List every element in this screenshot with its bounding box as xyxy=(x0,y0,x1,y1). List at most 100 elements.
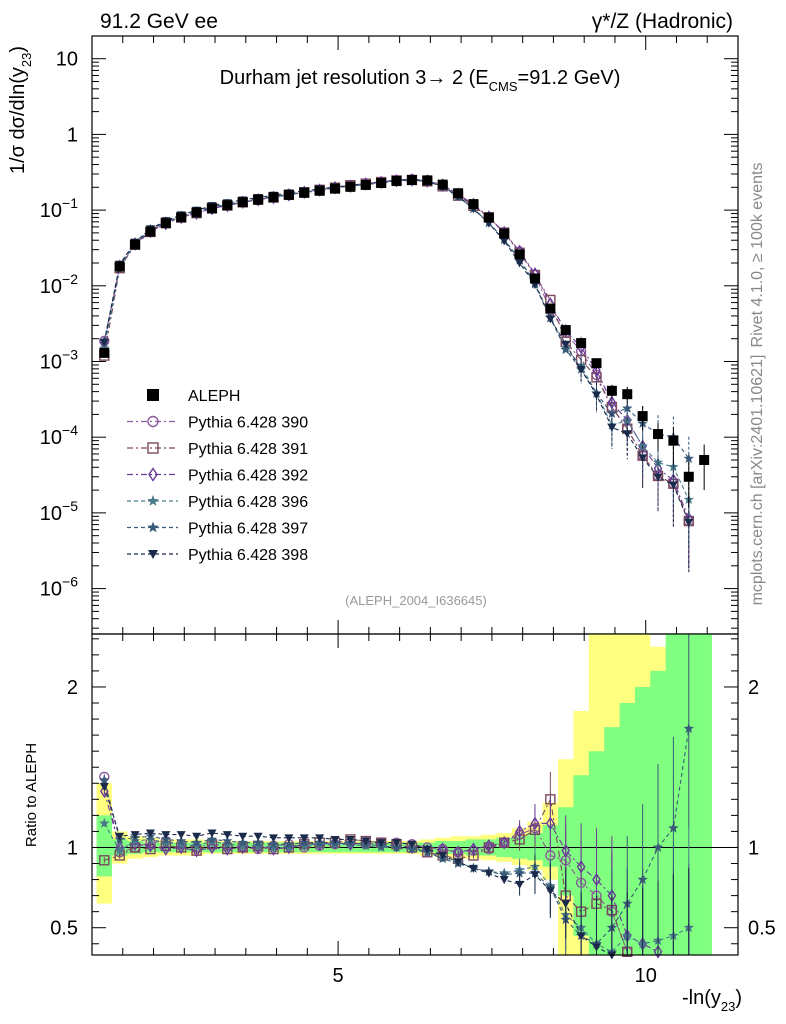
data-point xyxy=(222,200,233,211)
ratio-point xyxy=(668,822,679,833)
mc-point xyxy=(684,518,694,527)
y-tick-label: 10−6 xyxy=(40,574,78,601)
data-point xyxy=(99,347,110,358)
ratio-point xyxy=(591,943,601,952)
ratio-point xyxy=(561,843,571,858)
ratio-point xyxy=(99,855,110,866)
ratio-point xyxy=(115,832,125,841)
y-tick-label: 1 xyxy=(67,124,78,146)
ratio-point xyxy=(422,845,432,854)
ratio-point xyxy=(315,834,325,843)
legend-label: Pythia 6.428 396 xyxy=(188,494,308,511)
ratio-y-tick-label-right: 1 xyxy=(748,837,759,859)
ratio-point xyxy=(545,887,555,896)
ratio-point xyxy=(392,839,402,848)
ratio-point xyxy=(683,723,694,734)
mc-point xyxy=(561,340,571,349)
data-point xyxy=(560,325,571,336)
ratio-point xyxy=(438,851,448,860)
ratio-point xyxy=(561,900,571,909)
legend-label: Pythia 6.428 390 xyxy=(188,415,308,432)
data-point xyxy=(253,194,264,205)
legend-marker xyxy=(147,389,159,401)
legend-label: Pythia 6.428 397 xyxy=(188,521,308,538)
mc-line-3 xyxy=(103,179,690,500)
ratio-point xyxy=(191,837,202,848)
ratio-y-tick-label: 0.5 xyxy=(50,918,78,940)
y-tick-label: 10−1 xyxy=(40,195,78,222)
legend-item: Pythia 6.428 392 xyxy=(127,467,308,485)
data-point xyxy=(591,358,602,369)
ratio-y-tick-label: 1 xyxy=(67,837,78,859)
legend-marker xyxy=(147,521,159,533)
plot-title-main: Durham jet resolution 3→ 2 (E xyxy=(220,67,489,89)
data-point xyxy=(191,207,202,218)
mc-point xyxy=(607,423,617,432)
ratio-point xyxy=(499,835,509,850)
ratio-point xyxy=(145,829,155,838)
data-point xyxy=(160,218,171,229)
data-point xyxy=(330,183,341,194)
legend-item: Pythia 6.428 396 xyxy=(127,494,308,511)
rivet-version-label: Rivet 4.1.0, ≥ 100k events xyxy=(749,163,766,348)
x-axis-label-sub: 23 xyxy=(721,999,735,1014)
ratio-point xyxy=(652,842,664,852)
legend-item: Pythia 6.428 397 xyxy=(127,521,308,538)
legend-marker xyxy=(148,467,158,482)
data-point xyxy=(145,226,156,237)
data-point xyxy=(176,212,187,223)
ratio-point xyxy=(499,876,509,885)
ratio-y-tick-label: 2 xyxy=(67,677,78,699)
ratio-point xyxy=(530,816,540,831)
data-point xyxy=(376,178,387,189)
y-tick-label: 10−2 xyxy=(40,271,78,298)
mc-point xyxy=(668,481,678,490)
mc-point xyxy=(592,363,601,378)
data-point xyxy=(314,185,325,196)
legend-item: Pythia 6.428 391 xyxy=(127,441,308,458)
ratio-point xyxy=(268,834,278,843)
ratio-point xyxy=(484,869,494,878)
data-point xyxy=(299,187,310,198)
ratio-frame xyxy=(91,633,739,956)
data-point xyxy=(499,228,510,239)
data-point xyxy=(653,429,664,440)
data-point xyxy=(114,261,125,272)
ratio-point xyxy=(407,840,417,849)
mc-point xyxy=(622,402,633,413)
mc-point xyxy=(99,342,110,353)
data-point xyxy=(237,197,248,208)
mc-point xyxy=(515,259,525,268)
y-tick-label: 10−5 xyxy=(40,498,78,525)
ratio-point xyxy=(376,839,386,848)
mc-point xyxy=(683,453,694,463)
data-point xyxy=(283,189,294,200)
data-point xyxy=(683,471,694,482)
ratio-point xyxy=(361,837,371,846)
ratio-point xyxy=(161,842,171,856)
data-point xyxy=(699,454,710,465)
ratio-point xyxy=(99,817,110,828)
data-point xyxy=(637,411,648,422)
data-point xyxy=(360,179,371,190)
ratio-point xyxy=(222,831,232,840)
ratio-point xyxy=(546,816,555,831)
ratio-point xyxy=(468,864,478,873)
mc-point xyxy=(560,344,571,355)
x-axis-label-tail: ) xyxy=(735,987,742,1009)
data-point xyxy=(576,338,587,349)
legend-item: Pythia 6.428 398 xyxy=(127,547,308,564)
data-point xyxy=(437,179,448,190)
legend-marker xyxy=(147,495,159,506)
data-point xyxy=(345,181,356,192)
mc-point xyxy=(591,391,601,400)
ratio-point xyxy=(237,837,248,848)
ratio-point xyxy=(484,839,494,853)
plot-title: Durham jet resolution 3→ 2 (ECMS=91.2 Ge… xyxy=(220,67,621,94)
mcplots-label: mcplots.cern.ch [arXiv:2401.10621] xyxy=(749,355,766,606)
data-point xyxy=(668,435,679,446)
mc-point xyxy=(638,454,648,463)
data-point xyxy=(622,389,633,400)
legend-label: ALEPH xyxy=(188,388,240,405)
